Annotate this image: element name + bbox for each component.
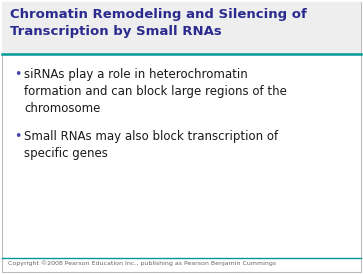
FancyBboxPatch shape: [2, 2, 361, 54]
Text: •: •: [14, 130, 21, 143]
FancyBboxPatch shape: [2, 2, 361, 272]
Text: Copyright ©2008 Pearson Education Inc., publishing as Pearson Benjamin Cummings: Copyright ©2008 Pearson Education Inc., …: [8, 260, 276, 266]
Text: siRNAs play a role in heterochromatin
formation and can block large regions of t: siRNAs play a role in heterochromatin fo…: [24, 68, 287, 115]
Text: Chromatin Remodeling and Silencing of
Transcription by Small RNAs: Chromatin Remodeling and Silencing of Tr…: [10, 8, 307, 38]
Text: Small RNAs may also block transcription of
specific genes: Small RNAs may also block transcription …: [24, 130, 278, 160]
Text: •: •: [14, 68, 21, 81]
